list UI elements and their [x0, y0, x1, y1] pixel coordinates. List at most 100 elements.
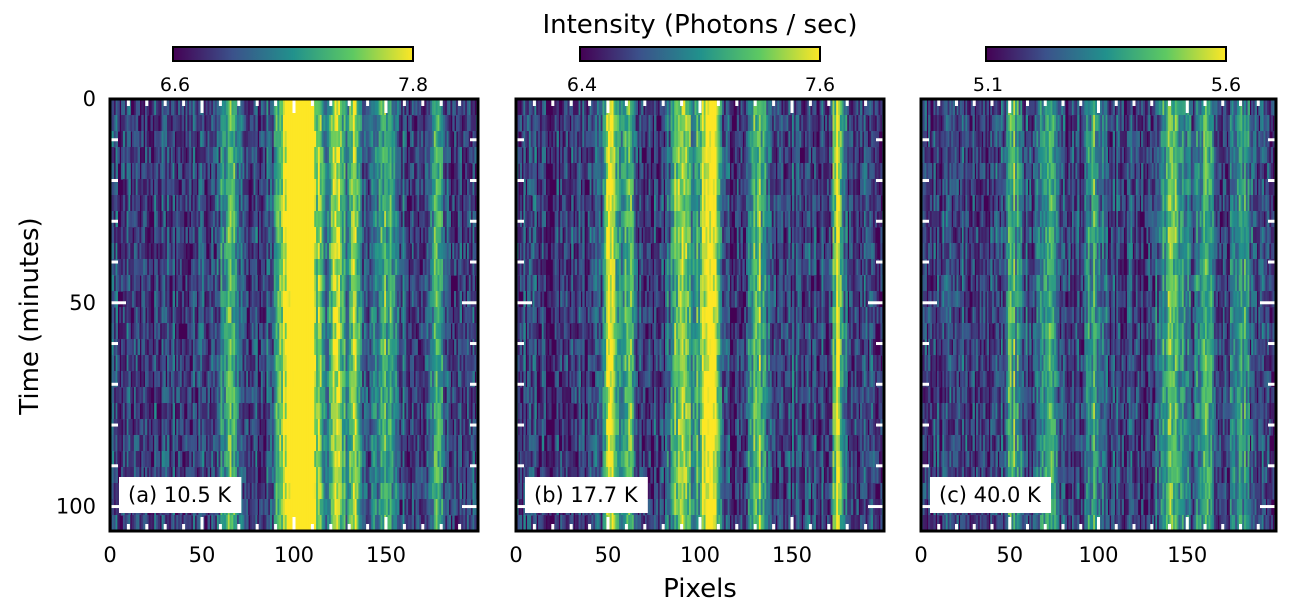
- heatmap-cell: [163, 371, 166, 388]
- heatmap-cell: [279, 483, 282, 500]
- heatmap-cell: [294, 323, 297, 340]
- heatmap-cell: [233, 515, 236, 531]
- heatmap-cell: [517, 99, 521, 116]
- heatmap-cell: [259, 243, 262, 260]
- heatmap-cell: [528, 99, 532, 116]
- heatmap-cell: [260, 99, 264, 116]
- heatmap-cell: [382, 259, 385, 276]
- heatmap-cell: [181, 355, 185, 372]
- heatmap-cell: [122, 115, 126, 132]
- heatmap-cell: [404, 163, 407, 180]
- heatmap-cell: [231, 387, 234, 404]
- heatmap-cell: [327, 291, 330, 308]
- heatmap-cell: [132, 163, 135, 180]
- heatmap-cell: [192, 419, 196, 436]
- heatmap-cell: [167, 259, 170, 276]
- colorbar-max-label: 7.8: [398, 74, 428, 96]
- heatmap-cell: [413, 275, 417, 292]
- heatmap-cell: [236, 419, 240, 436]
- heatmap-cell: [317, 403, 321, 420]
- heatmap-cell: [441, 483, 444, 500]
- heatmap-cell: [113, 179, 117, 196]
- heatmap-cell: [305, 275, 308, 292]
- heatmap-cell: [404, 355, 407, 372]
- heatmap-cell: [209, 179, 212, 196]
- heatmap-cell: [194, 163, 198, 180]
- heatmap-cell: [341, 163, 345, 180]
- heatmap-cell: [389, 195, 393, 212]
- heatmap-cell: [468, 371, 472, 388]
- heatmap-cell: [432, 419, 435, 436]
- heatmap-cell: [266, 371, 269, 388]
- heatmap-cell: [178, 355, 181, 372]
- heatmap-cell: [319, 275, 323, 292]
- heatmap-cell: [183, 435, 187, 452]
- heatmap-cell: [148, 387, 152, 404]
- heatmap-cell: [411, 147, 415, 164]
- heatmap-cell: [139, 227, 142, 244]
- heatmap-cell: [393, 195, 396, 212]
- heatmap-cell: [384, 179, 387, 196]
- heatmap-cell: [367, 163, 371, 180]
- heatmap-cell: [387, 387, 391, 404]
- heatmap-cell: [439, 195, 442, 212]
- heatmap-cell: [133, 259, 137, 276]
- heatmap-cell: [143, 179, 146, 196]
- heatmap-cell: [327, 355, 330, 372]
- heatmap-cell: [185, 179, 188, 196]
- heatmap-cell: [262, 259, 266, 276]
- heatmap-cell: [242, 307, 245, 324]
- heatmap-cell: [317, 419, 321, 436]
- heatmap-cell: [176, 115, 179, 132]
- heatmap-cell: [253, 131, 256, 148]
- heatmap-cell: [179, 515, 183, 531]
- heatmap-cell: [159, 467, 163, 484]
- heatmap-cell: [317, 355, 321, 372]
- heatmap-cell: [378, 275, 382, 292]
- heatmap-cell: [178, 211, 181, 228]
- heatmap-cell: [321, 387, 325, 404]
- heatmap-cell: [443, 147, 446, 164]
- heatmap-cell: [352, 403, 356, 420]
- heatmap-cell: [448, 307, 451, 324]
- heatmap-cell: [174, 435, 177, 452]
- heatmap-cell: [270, 243, 273, 260]
- heatmap-cell: [468, 99, 472, 116]
- heatmap-cell: [284, 115, 288, 132]
- heatmap-cell: [308, 131, 312, 148]
- heatmap-cell: [433, 419, 437, 436]
- heatmap-cell: [382, 115, 385, 132]
- heatmap-cell: [446, 371, 450, 388]
- heatmap-cell: [111, 355, 115, 372]
- heatmap-cell: [284, 275, 288, 292]
- heatmap-cell: [316, 483, 319, 500]
- heatmap-cell: [332, 419, 336, 436]
- heatmap-cell: [286, 243, 290, 260]
- heatmap-cell: [325, 419, 328, 436]
- heatmap-cell: [260, 483, 264, 500]
- heatmap-cell: [465, 131, 468, 148]
- heatmap-cell: [229, 259, 233, 276]
- heatmap-cell: [330, 211, 334, 228]
- heatmap-cell: [146, 179, 150, 196]
- heatmap-cell: [323, 179, 326, 196]
- heatmap-cell: [430, 403, 433, 420]
- heatmap-cell: [424, 307, 428, 324]
- heatmap-cell: [397, 211, 400, 228]
- heatmap-cell: [400, 227, 404, 244]
- heatmap-cell: [220, 275, 223, 292]
- heatmap-cell: [235, 243, 238, 260]
- heatmap-cell: [420, 419, 424, 436]
- heatmap-cell: [282, 131, 286, 148]
- heatmap-cell: [200, 179, 203, 196]
- heatmap-cell: [299, 499, 302, 516]
- heatmap-cell: [209, 307, 212, 324]
- heatmap-cell: [260, 499, 264, 516]
- heatmap-cell: [327, 179, 330, 196]
- heatmap-cell: [402, 403, 405, 420]
- heatmap-cell: [312, 195, 315, 212]
- heatmap-cell: [288, 451, 291, 468]
- heatmap-cell: [303, 483, 306, 500]
- heatmap-cell: [371, 323, 374, 340]
- heatmap-cell: [384, 227, 387, 244]
